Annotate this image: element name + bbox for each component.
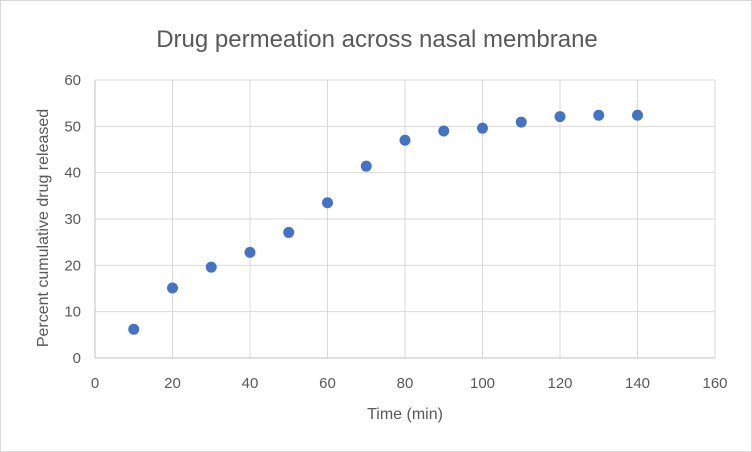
x-tick-label: 40 [242,375,259,392]
data-point [360,160,372,172]
x-tick-label: 140 [625,375,650,392]
x-tick-label: 60 [319,375,336,392]
y-tick-label: 60 [64,72,81,89]
data-point [477,122,488,134]
y-tick-label: 40 [64,165,81,182]
data-point [593,109,605,121]
x-tick-label: 160 [702,375,727,392]
y-tick-label: 30 [64,211,81,228]
data-point [244,246,256,258]
x-tick-label: 20 [164,375,181,392]
gridlines [95,79,716,358]
y-tick-label: 50 [64,118,81,135]
y-tick-label: 20 [64,257,81,274]
data-point [283,226,295,238]
data-point [128,323,140,335]
y-tick-label: 10 [64,304,81,321]
data-point [438,125,450,137]
axes [94,80,715,359]
data-points [128,109,643,335]
data-point [399,134,411,146]
tick-labels: 0 10 20 30 40 50 60 0 20 40 60 80 100 120 140 160 [64,72,727,392]
x-tick-label: 80 [397,375,414,392]
x-tick-label: 100 [470,375,495,392]
data-point [632,109,643,121]
data-point [205,261,217,273]
data-point [554,111,566,123]
data-point [322,197,333,209]
y-tick-label: 0 [73,350,81,367]
x-tick-label: 120 [547,375,572,392]
x-axis-label: Time (min) [367,406,443,423]
x-tick-label: 0 [91,375,99,392]
y-axis-label: Percent cumulative drug released [35,109,52,347]
chart-title: Drug permeation across nasal membrane [156,26,598,53]
data-point [515,116,527,128]
data-point [167,282,178,294]
